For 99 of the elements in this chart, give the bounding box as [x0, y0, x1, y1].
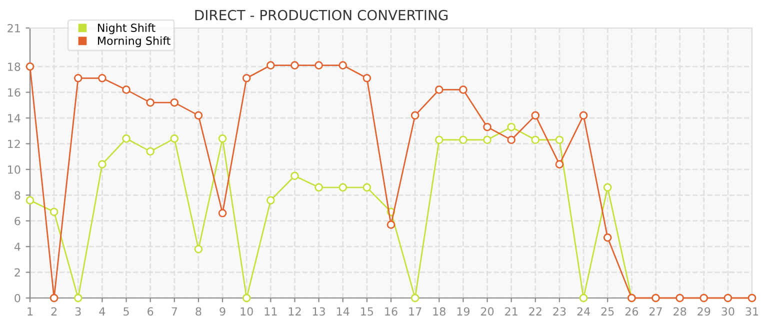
x-tick-label: 8	[196, 307, 202, 316]
point	[531, 111, 540, 120]
point	[555, 160, 564, 168]
x-tick-label: 25	[601, 307, 614, 316]
point	[98, 74, 106, 82]
x-tick-label: 6	[148, 307, 154, 316]
point	[748, 294, 756, 302]
point	[266, 196, 275, 204]
x-tick-label: 12	[288, 307, 301, 316]
point	[26, 62, 34, 71]
point	[410, 294, 420, 302]
point	[434, 136, 444, 144]
legend-label: Morning Shift	[98, 36, 170, 48]
point	[74, 74, 82, 82]
point	[410, 111, 420, 120]
point	[50, 294, 58, 302]
point	[507, 136, 516, 144]
point	[50, 208, 58, 216]
point	[459, 86, 468, 94]
point	[362, 74, 372, 82]
point	[579, 294, 588, 302]
point	[218, 134, 227, 143]
point	[507, 122, 516, 132]
point	[579, 111, 588, 120]
y-tick-label: 10	[8, 165, 20, 174]
point	[362, 183, 372, 192]
point	[338, 61, 348, 70]
x-tick-label: 10	[240, 307, 253, 316]
chart-title: DIRECT - PRODUCTION CONVERTING	[195, 10, 448, 20]
x-tick-label: 5	[124, 307, 129, 316]
y-tick-label: 0	[14, 294, 20, 302]
x-tick-label: 19	[457, 307, 470, 316]
x-tick-label: 18	[433, 307, 446, 316]
point	[483, 136, 492, 144]
point	[146, 147, 154, 156]
point	[459, 136, 468, 144]
point	[122, 86, 130, 94]
point	[314, 61, 323, 70]
y-tick-label: 2	[14, 268, 20, 277]
point	[218, 208, 227, 218]
point	[26, 196, 34, 204]
point	[194, 111, 203, 120]
point	[483, 122, 492, 132]
x-tick-label: 20	[481, 307, 494, 316]
point	[603, 183, 612, 192]
y-tick-label: 21	[8, 24, 20, 32]
point	[266, 61, 275, 70]
x-tick-label: 21	[505, 307, 518, 316]
x-tick-label: 27	[649, 307, 662, 316]
point	[290, 172, 299, 180]
point	[170, 134, 179, 143]
y-tick-label: 14	[8, 114, 20, 122]
x-tick-label: 17	[409, 307, 422, 316]
y-tick-label: 8	[14, 191, 20, 200]
x-tick-label: 26	[625, 307, 638, 316]
point	[242, 74, 251, 82]
x-tick-label: 11	[264, 307, 277, 316]
point	[98, 160, 106, 168]
point	[652, 294, 660, 302]
point	[603, 233, 612, 242]
x-tick-label: 30	[722, 307, 734, 316]
point	[531, 136, 540, 144]
point	[434, 86, 444, 94]
x-tick-label: 14	[337, 307, 350, 316]
x-tick-label: 4	[99, 307, 106, 316]
point	[122, 134, 130, 143]
point	[700, 294, 708, 302]
point	[314, 183, 323, 192]
point	[724, 294, 732, 302]
x-tick-label: 7	[172, 307, 177, 316]
x-tick-label: 1	[28, 307, 33, 316]
x-tick-label: 29	[698, 307, 710, 316]
x-tick-label: 16	[385, 307, 398, 316]
point	[386, 220, 396, 229]
y-tick-label: 4	[14, 242, 20, 251]
point	[676, 294, 684, 302]
point	[338, 183, 348, 192]
y-tick-label: 16	[8, 88, 20, 97]
x-tick-label: 9	[220, 307, 226, 316]
x-tick-label: 24	[577, 307, 590, 316]
x-tick-label: 23	[553, 307, 566, 316]
y-tick-label: 12	[8, 140, 20, 148]
x-tick-label: 2	[51, 307, 56, 316]
point	[170, 98, 179, 107]
x-tick-label: 3	[75, 307, 81, 316]
x-tick-label: 31	[746, 307, 758, 316]
legend-label: Night Shift	[98, 23, 156, 34]
y-tick-label: 6	[14, 216, 20, 226]
point	[242, 294, 251, 302]
point	[555, 136, 564, 144]
point	[74, 294, 82, 302]
x-tick-label: 28	[674, 307, 686, 316]
x-tick-label: 15	[361, 307, 374, 316]
x-tick-label: 22	[529, 307, 542, 316]
y-tick-label: 18	[8, 62, 20, 71]
point	[194, 244, 203, 254]
point	[146, 98, 154, 107]
x-tick-label: 13	[312, 307, 325, 316]
point	[290, 61, 299, 70]
